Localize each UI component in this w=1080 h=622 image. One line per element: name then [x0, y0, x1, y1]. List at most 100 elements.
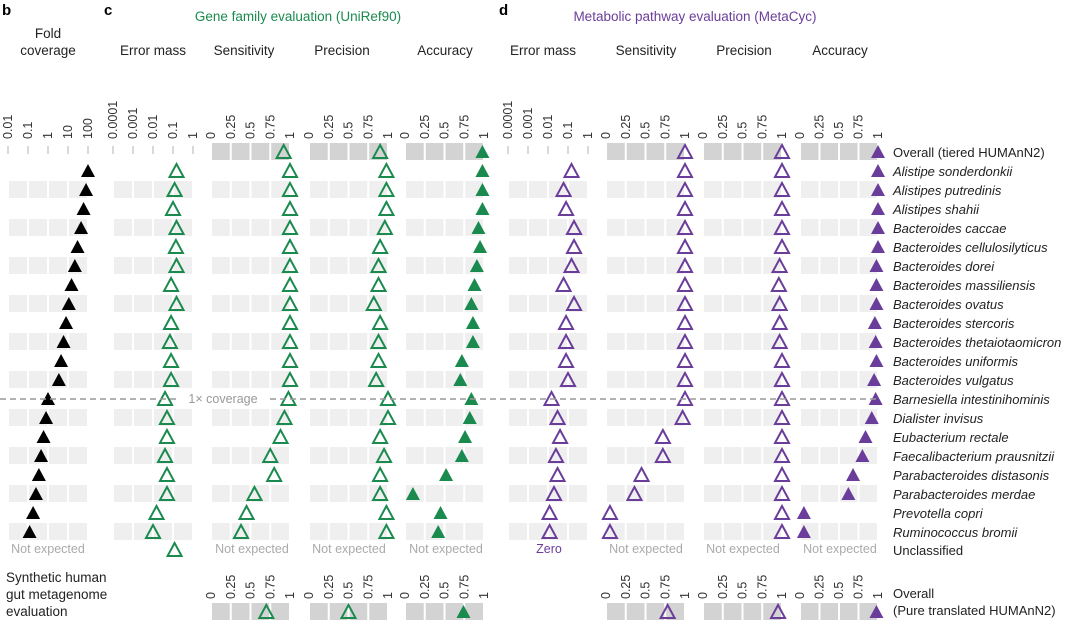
grid-cell	[212, 181, 230, 198]
data-point-marker	[557, 199, 575, 216]
grid-cell	[607, 181, 625, 198]
grid-cell	[425, 143, 444, 160]
grid-cell	[9, 219, 27, 236]
grid-cell	[801, 603, 819, 620]
grid-cell	[154, 219, 172, 236]
data-point-marker	[676, 256, 694, 273]
grid-cell	[134, 409, 152, 426]
grid-cell	[174, 371, 192, 388]
tick-label: 10	[61, 125, 75, 139]
grid-cell	[114, 447, 132, 464]
fold-coverage-marker	[76, 202, 91, 215]
fold-coverage-marker	[31, 468, 46, 481]
grid-cell	[406, 219, 424, 236]
grid-cell	[723, 295, 742, 312]
tick-label: 1	[871, 592, 885, 599]
grid-cell	[349, 219, 368, 236]
data-point-marker	[676, 180, 694, 197]
data-point-marker	[625, 484, 644, 501]
data-point-marker	[458, 430, 473, 443]
panel-letter-d: d	[499, 2, 508, 19]
grid-cell	[743, 523, 762, 540]
tick-label: 0	[793, 132, 807, 139]
fold-coverage-marker	[70, 240, 85, 253]
grid-cell	[549, 219, 567, 236]
grid-cell	[231, 143, 250, 160]
row-label: Bacteroides ovatus	[893, 297, 1004, 312]
grid-cell	[743, 447, 762, 464]
not-expected-c-sensitivity: Not expected	[215, 542, 289, 556]
grid-cell	[349, 257, 368, 274]
grid-cell	[49, 295, 67, 312]
grid-cell	[840, 409, 858, 426]
coverage-label-bg	[180, 391, 266, 406]
fold-coverage-marker	[64, 278, 79, 291]
data-point-marker	[869, 297, 884, 310]
row-label: Bacteroides uniformis	[893, 354, 1018, 369]
grid-cell	[310, 603, 328, 620]
grid-cell	[840, 603, 858, 620]
tick-label: 1	[678, 132, 692, 139]
grid-cell	[509, 333, 527, 350]
data-point-marker	[369, 332, 388, 349]
data-point-marker	[871, 240, 885, 253]
row-label: Bacteroides thetaiotaomicron	[893, 335, 1061, 350]
fold-coverage-marker	[39, 411, 54, 424]
data-point-marker	[167, 161, 186, 178]
grid-cell	[134, 333, 152, 350]
not-expected-fold-coverage: Not expected	[11, 542, 85, 556]
data-point-marker	[562, 161, 581, 178]
grid-cell	[271, 603, 289, 620]
tick-label: 0.001	[521, 108, 535, 139]
grid-cell	[723, 181, 742, 198]
grid-cell	[723, 371, 742, 388]
grid-cell	[723, 257, 742, 274]
data-point-marker	[871, 202, 885, 215]
tick-label: 0.25	[813, 575, 827, 599]
data-point-marker	[162, 313, 180, 330]
grid-cell	[529, 219, 547, 236]
grid-cell	[607, 333, 625, 350]
grid-cell	[840, 257, 858, 274]
data-point-marker	[281, 256, 299, 273]
grid-cell	[646, 181, 665, 198]
grid-cell	[723, 219, 742, 236]
data-point-marker	[855, 449, 870, 462]
grid-cell	[626, 409, 645, 426]
data-point-marker	[471, 221, 486, 234]
data-point-marker	[548, 465, 567, 482]
data-point-marker	[676, 218, 694, 235]
data-point-marker	[871, 221, 885, 234]
grid-cell	[406, 143, 424, 160]
overall-pure-marker	[658, 602, 677, 619]
data-point-marker	[654, 427, 672, 444]
grid-cell	[231, 447, 250, 464]
tick-label: 0	[398, 132, 412, 139]
fold-coverage-marker	[51, 373, 66, 386]
data-point-marker	[773, 370, 791, 387]
grid-cell	[549, 333, 567, 350]
tick-label: 1	[775, 132, 789, 139]
grid-cell	[529, 333, 547, 350]
tick-label: 0.5	[438, 582, 452, 599]
grid-cell	[704, 409, 722, 426]
grid-cell	[9, 371, 27, 388]
header-d-sensitivity: Sensitivity	[616, 43, 677, 58]
fold-coverage-marker	[59, 316, 74, 329]
grid-cell	[425, 603, 444, 620]
grid-cell	[212, 409, 230, 426]
data-point-marker	[369, 256, 388, 273]
data-point-marker	[165, 540, 184, 557]
grid-cell	[212, 143, 230, 160]
grid-cell	[310, 333, 328, 350]
data-point-marker	[281, 161, 299, 178]
grid-cell	[820, 295, 838, 312]
grid-cell	[29, 181, 47, 198]
grid-cell	[626, 257, 645, 274]
grid-cell	[9, 333, 27, 350]
data-point-marker	[773, 522, 791, 539]
grid-cell	[646, 371, 665, 388]
tick-label: 0.5	[438, 122, 452, 139]
tick-label: 0.0001	[106, 101, 120, 139]
tick-label: 0.5	[832, 122, 846, 139]
